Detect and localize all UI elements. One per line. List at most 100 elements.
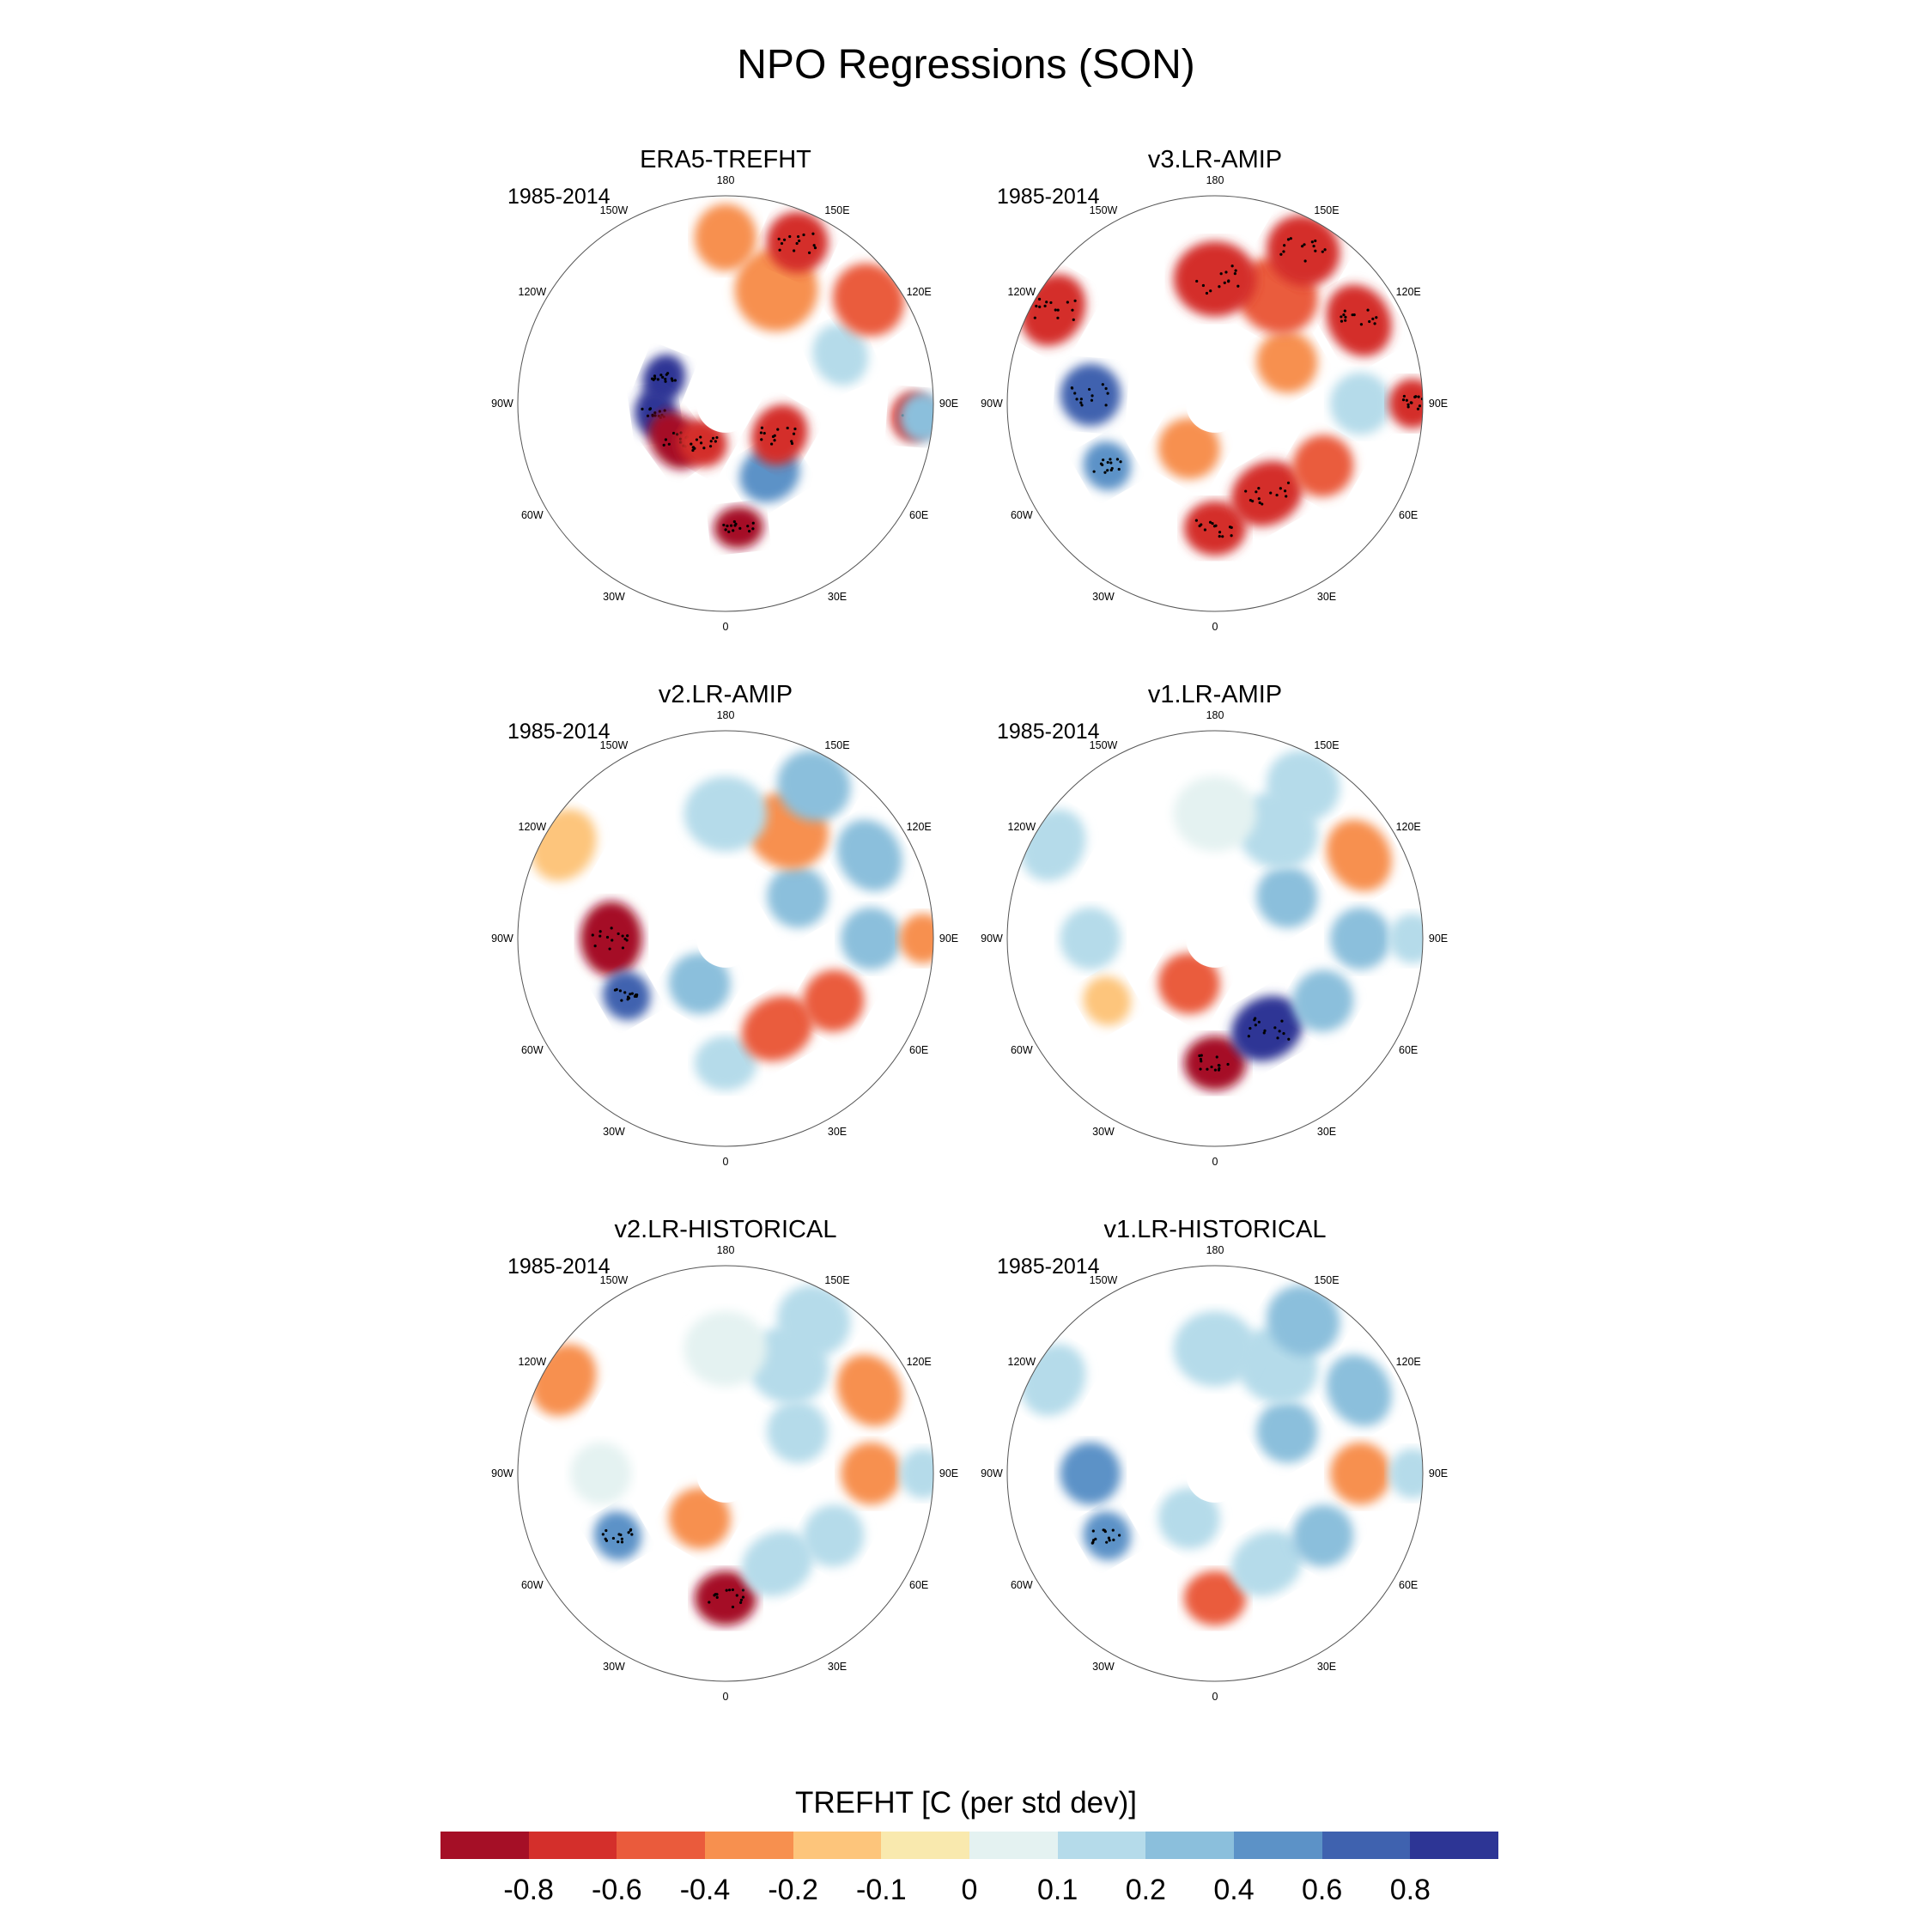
significance-dot: [1204, 528, 1206, 531]
longitude-label: 150E: [1314, 739, 1339, 751]
significance-dot: [1255, 1024, 1257, 1026]
longitude-label: 60W: [521, 1579, 544, 1591]
significance-dot: [1312, 245, 1315, 247]
longitude-label: 0: [723, 1691, 729, 1703]
longitude-label: 120W: [1008, 1356, 1036, 1368]
significance-dot: [1263, 1030, 1266, 1032]
longitude-label: 90E: [1429, 933, 1448, 945]
significance-dot: [1224, 282, 1226, 284]
significance-dot: [1092, 1529, 1095, 1532]
significance-dot: [728, 1589, 731, 1591]
significance-dot: [1088, 388, 1091, 391]
anomaly-blob: [695, 204, 757, 270]
significance-dot: [1410, 401, 1413, 404]
significance-dot: [1282, 1032, 1285, 1035]
colorbar-box: [617, 1832, 705, 1859]
significance-dot: [620, 999, 623, 1001]
significance-dot: [1038, 298, 1041, 301]
significance-dot: [1342, 313, 1345, 316]
polar-map: 180 150E 120E 90E 60E 30E 0 30W 60W 90W 120W 150W: [485, 681, 966, 1188]
significance-dot: [1206, 1068, 1208, 1071]
anomaly-blob: [684, 776, 768, 852]
significance-dot: [626, 934, 629, 937]
longitude-label: 120E: [1396, 286, 1421, 298]
anomaly-blob: [1060, 908, 1121, 970]
anomaly-blob: [1330, 1443, 1391, 1505]
significance-dot: [630, 1533, 633, 1535]
significance-dot: [722, 524, 725, 526]
significance-dot: [1210, 1066, 1212, 1068]
significance-dot: [738, 527, 741, 530]
significance-dot: [1287, 482, 1290, 484]
longitude-label: 60E: [909, 509, 928, 521]
significance-dot: [1045, 301, 1048, 303]
significance-dot: [742, 1589, 744, 1591]
significance-dot: [1414, 395, 1417, 398]
significance-dot: [1105, 404, 1108, 406]
significance-dot: [1311, 240, 1314, 243]
significance-dot: [1259, 501, 1261, 504]
significance-dot: [1079, 401, 1082, 404]
significance-dot: [1218, 285, 1220, 288]
significance-dot: [1111, 467, 1114, 470]
significance-dot: [1056, 317, 1059, 319]
significance-dot: [1073, 392, 1076, 394]
significance-dot: [813, 244, 816, 246]
significance-dot: [592, 933, 594, 936]
significance-dot: [1218, 1069, 1220, 1072]
significance-dot: [742, 1595, 744, 1598]
anomaly-field: [1007, 731, 1436, 1146]
significance-dot: [763, 432, 766, 434]
significance-dot: [1419, 404, 1421, 407]
polar-map: 180 150E 120E 90E 60E 30E 0 30W 60W 90W 120W 150W: [975, 681, 1455, 1188]
significance-dot: [641, 408, 643, 410]
arctic-ocean: [696, 374, 755, 433]
longitude-label: 30E: [828, 1126, 847, 1138]
significance-dot: [751, 527, 754, 530]
significance-dot: [740, 1599, 743, 1601]
significance-dot: [781, 242, 783, 245]
anomaly-field: [518, 196, 948, 611]
colorbar-box: [440, 1832, 529, 1859]
colorbar-tick-label: -0.4: [680, 1874, 731, 1907]
longitude-label: 30W: [1092, 1126, 1115, 1138]
longitude-label: 60E: [1399, 1044, 1418, 1056]
significance-dot: [1279, 487, 1282, 489]
anomaly-blob: [580, 901, 642, 975]
colorbar-box: [793, 1832, 882, 1859]
colorbar: [440, 1832, 1498, 1859]
significance-dot: [1092, 1539, 1095, 1541]
significance-dot: [1279, 253, 1282, 256]
longitude-label: 30E: [1317, 1661, 1336, 1673]
anomaly-blob: [1330, 373, 1391, 435]
significance-dot: [1257, 487, 1260, 489]
significance-dot: [690, 443, 692, 446]
significance-dot: [733, 524, 736, 526]
longitude-label: 180: [1206, 709, 1224, 721]
significance-dot: [1236, 285, 1239, 288]
significance-dot: [1209, 289, 1212, 292]
significance-dot: [748, 530, 750, 532]
colorbar-tick-label: 0.8: [1390, 1874, 1431, 1907]
colorbar-tick-label: -0.1: [856, 1874, 907, 1907]
significance-dot: [1106, 469, 1109, 471]
longitude-label: 150E: [824, 1274, 849, 1286]
significance-dot: [774, 434, 776, 437]
longitude-label: 30E: [828, 591, 847, 603]
significance-dot: [605, 1540, 608, 1542]
significance-dot: [1118, 1534, 1121, 1536]
significance-dot: [1220, 272, 1223, 275]
significance-dot: [1080, 398, 1083, 400]
longitude-label: 150W: [1090, 1274, 1118, 1286]
significance-dot: [1344, 316, 1346, 319]
colorbar-box: [1234, 1832, 1322, 1859]
longitude-label: 30W: [603, 1126, 625, 1138]
significance-dot: [1200, 523, 1202, 526]
significance-dot: [1103, 471, 1106, 474]
significance-dot: [793, 428, 796, 430]
significance-dot: [1249, 1027, 1251, 1030]
significance-dot: [776, 428, 779, 431]
significance-dot: [1269, 491, 1272, 494]
longitude-label: 30E: [1317, 1126, 1336, 1138]
significance-dot: [1284, 489, 1286, 492]
